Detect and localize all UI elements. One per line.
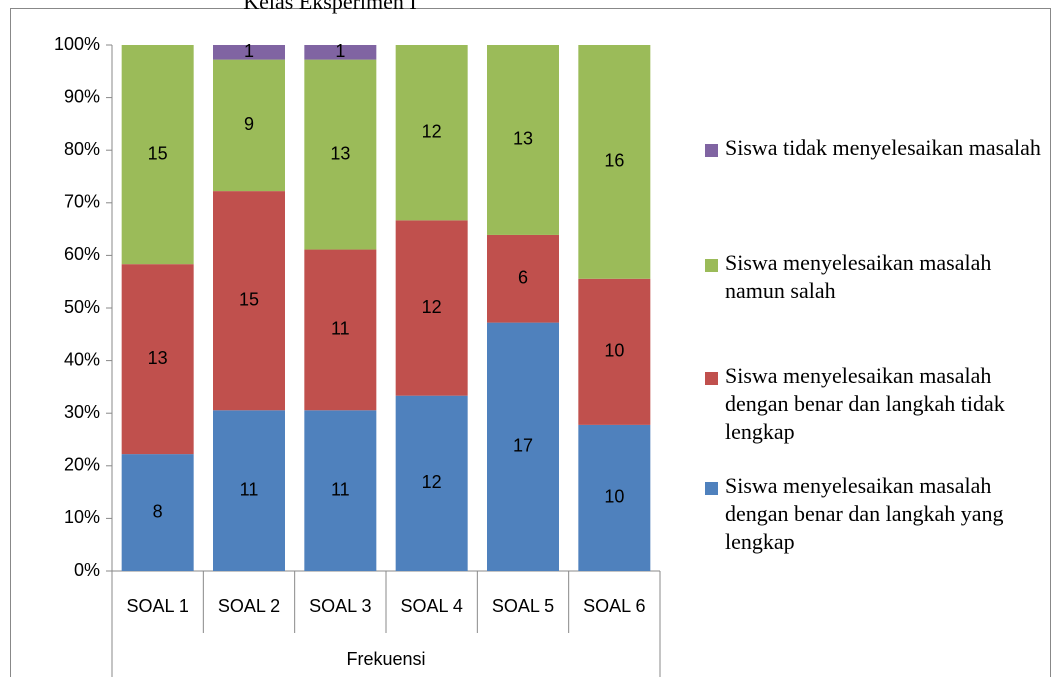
y-tick-label: 10% (64, 507, 100, 527)
data-label: 12 (422, 121, 442, 141)
y-tick-label: 100% (54, 34, 100, 54)
legend-swatch (705, 144, 718, 157)
data-label: 1 (335, 41, 345, 61)
axis-group-label: Frekuensi (346, 649, 425, 669)
data-label: 11 (240, 479, 259, 499)
data-label: 16 (604, 151, 624, 171)
data-label: 13 (330, 143, 350, 163)
bar-segment (487, 234, 559, 323)
x-tick-label: SOAL 3 (309, 596, 371, 616)
data-label: 13 (148, 348, 168, 368)
bar-segment (304, 249, 377, 411)
data-label: 13 (513, 129, 533, 149)
bar-segment (121, 264, 194, 455)
data-label: 10 (604, 341, 624, 361)
x-tick-label: SOAL 6 (583, 596, 645, 616)
bar-segment (578, 45, 651, 279)
y-tick-label: 40% (64, 349, 100, 369)
legend-label: Siswa menyelesaikan masalah dengan benar… (725, 473, 1009, 554)
data-label: 1 (244, 41, 254, 61)
bar-segment (395, 45, 468, 221)
x-tick-label: SOAL 2 (218, 596, 280, 616)
bar-segment (121, 45, 194, 265)
bar-segment (304, 59, 377, 250)
data-label: 17 (513, 436, 533, 456)
y-tick-label: 60% (64, 244, 100, 264)
y-tick-label: 70% (64, 192, 100, 212)
chart-title: Kelas Eksperimen I (243, 0, 417, 14)
data-label: 11 (331, 479, 350, 499)
legend-label: Siswa menyelesaikan masalah namun salah (725, 250, 997, 303)
legend-swatch (705, 372, 718, 385)
x-tick-label: SOAL 5 (492, 596, 554, 616)
y-tick-label: 0% (74, 560, 100, 580)
bar-segment (578, 278, 651, 425)
data-label: 10 (604, 487, 624, 507)
bar-segment (304, 45, 377, 60)
bar-segment (487, 45, 559, 235)
bar-segment (213, 59, 285, 192)
bar-segment (304, 410, 377, 571)
x-tick-label: SOAL 4 (400, 596, 462, 616)
bar-segment (213, 45, 285, 60)
data-label: 12 (422, 472, 442, 492)
bar-segment (395, 220, 468, 396)
data-label: 12 (422, 297, 442, 317)
legend-swatch (705, 482, 718, 495)
legend-swatch (705, 259, 718, 272)
bar-segment (395, 395, 468, 571)
data-label: 8 (153, 501, 163, 521)
data-label: 6 (518, 268, 528, 288)
legend-label: Siswa tidak menyelesaikan masalah (725, 135, 1041, 160)
bar-segment (121, 454, 194, 571)
x-tick-label: SOAL 1 (126, 596, 188, 616)
y-tick-label: 80% (64, 139, 100, 159)
data-label: 11 (331, 319, 350, 339)
y-tick-label: 50% (64, 297, 100, 317)
legend-label: Siswa menyelesaikan masalah dengan benar… (725, 363, 1010, 444)
bar-segment (213, 191, 285, 411)
data-label: 15 (148, 143, 168, 163)
bar-segment (213, 410, 285, 571)
data-label: 15 (239, 289, 259, 309)
data-label: 9 (244, 114, 254, 134)
y-tick-label: 20% (64, 455, 100, 475)
chart-border (10, 8, 1051, 677)
y-tick-label: 90% (64, 86, 100, 106)
y-tick-label: 30% (64, 402, 100, 422)
bar-segment (578, 424, 651, 571)
bar-segment (487, 322, 559, 571)
